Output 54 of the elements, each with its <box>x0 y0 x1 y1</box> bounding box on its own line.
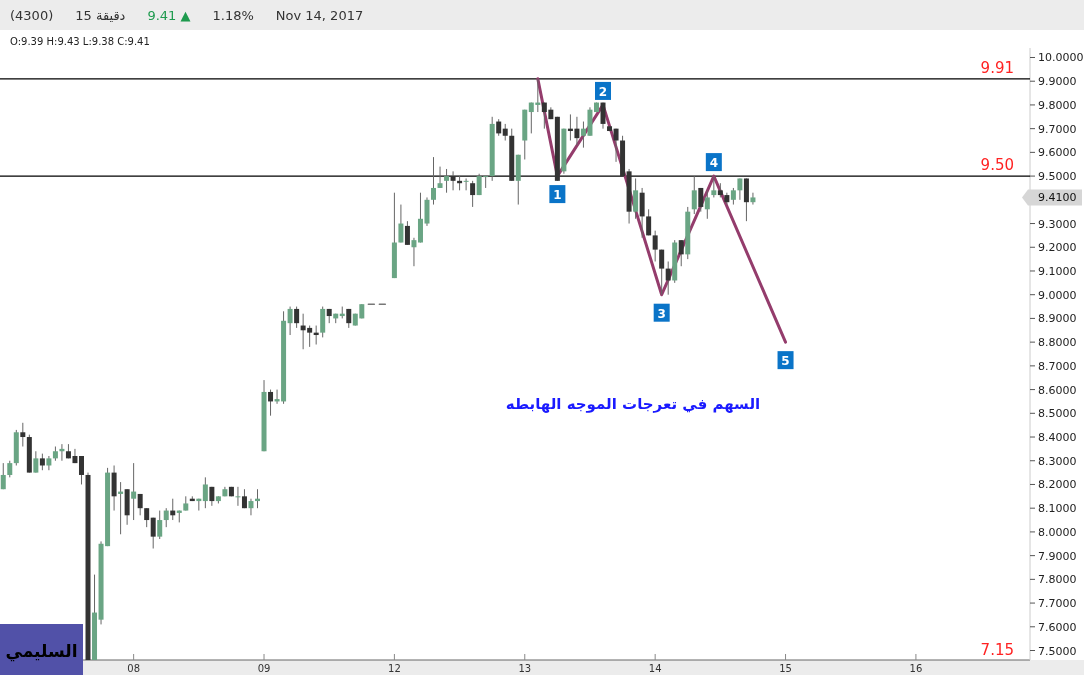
wave-label: 4 <box>705 153 722 172</box>
ytick: 9.7000 <box>1038 122 1077 136</box>
title: 1.18% <box>212 8 254 23</box>
xtick: 13 <box>518 663 532 674</box>
wave-label: 5 <box>777 351 794 370</box>
ytick: 9.3000 <box>1038 217 1077 231</box>
ytick: 8.5000 <box>1038 407 1077 421</box>
xtick: 14 <box>648 663 662 674</box>
ytick: 10.0000 <box>1038 51 1084 65</box>
note: السهم في تعرجات الموجه الهابطه <box>505 395 761 413</box>
ytick: 8.2000 <box>1038 478 1077 492</box>
ytick: 8.7000 <box>1038 359 1077 373</box>
wave-label: 1 <box>549 185 566 204</box>
ytick: 7.7000 <box>1038 597 1077 611</box>
ref-label: 9.91 <box>980 58 1014 77</box>
annotation: 4 <box>709 156 719 171</box>
xtick: 12 <box>388 663 401 674</box>
title: 15 دقيقة <box>75 8 126 23</box>
ytick: 9.0000 <box>1038 288 1077 302</box>
ytick: 8.3000 <box>1038 454 1077 468</box>
ytick: 7.5000 <box>1038 644 1077 658</box>
ytick: 9.9000 <box>1038 75 1077 89</box>
ytick: 8.1000 <box>1038 502 1077 516</box>
wave-label: 2 <box>595 81 611 100</box>
ytick: 9.5000 <box>1038 170 1077 184</box>
ytick: 9.2000 <box>1038 241 1077 255</box>
ytick: 9.6000 <box>1038 146 1077 160</box>
title: 9.41 ▲ <box>147 8 191 23</box>
annotation: 3 <box>657 306 666 321</box>
annotation: السليمي <box>5 641 78 662</box>
ytick: 8.8000 <box>1038 336 1077 350</box>
xtick: 16 <box>909 663 923 674</box>
ytick: 8.6000 <box>1038 383 1077 397</box>
ytick: 9.1000 <box>1038 265 1077 278</box>
ytick: 7.6000 <box>1038 620 1077 634</box>
ytick: 9.8000 <box>1038 98 1077 112</box>
ytick: 8.4000 <box>1038 431 1077 444</box>
annotation: 1 <box>553 188 562 203</box>
xtick: 08 <box>127 663 140 674</box>
note: 7.15 <box>980 641 1014 659</box>
wave-label: 3 <box>653 303 670 322</box>
title: Nov 14, 2017 <box>275 8 364 23</box>
ytick: 7.9000 <box>1038 549 1077 563</box>
ytick: 8.0000 <box>1038 525 1077 539</box>
subtitle: O:9.39 H:9.43 L:9.38 C:9.41 <box>10 36 150 47</box>
xtick: 09 <box>257 663 271 674</box>
annotation: 5 <box>781 354 790 369</box>
xtick: 15 <box>779 663 792 674</box>
ref-label: 9.50 <box>980 156 1014 175</box>
title: (4300) <box>10 8 54 23</box>
signature: السليمي <box>0 624 83 675</box>
price-tag: 9.4100 <box>1022 189 1082 206</box>
ytick: 8.9000 <box>1038 312 1077 326</box>
ytick: 7.8000 <box>1038 573 1077 587</box>
